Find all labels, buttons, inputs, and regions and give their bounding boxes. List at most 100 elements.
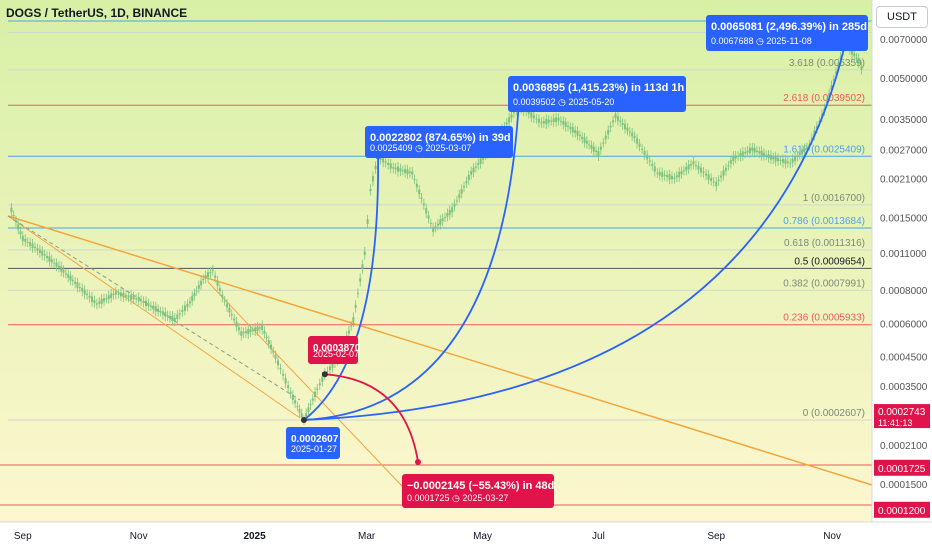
- candle: [760, 150, 763, 156]
- candle: [193, 293, 196, 297]
- candle: [397, 166, 400, 172]
- candle: [739, 153, 742, 157]
- candle: [666, 175, 669, 178]
- candle: [316, 388, 319, 390]
- candle: [254, 327, 257, 332]
- candle: [352, 317, 355, 323]
- candle: [314, 391, 317, 398]
- fib-level-label: 0.5 (0.0009654): [794, 256, 865, 267]
- annotation-main: 0.0036895 (1,415.23%) in 113d 1h: [513, 82, 685, 94]
- candle: [828, 93, 831, 97]
- candle: [356, 292, 359, 294]
- candle: [233, 318, 236, 321]
- candle: [265, 336, 268, 338]
- fib-level-label: 0.236 (0.0005933): [783, 313, 865, 324]
- candle: [408, 171, 411, 174]
- annotation-box: [308, 336, 358, 364]
- currency-button[interactable]: USDT: [876, 6, 928, 28]
- candle: [564, 122, 567, 127]
- candle: [540, 121, 543, 124]
- candle: [300, 413, 303, 418]
- price-badge: [874, 459, 930, 476]
- candle: [404, 169, 407, 173]
- candle: [590, 145, 593, 149]
- candle: [226, 303, 229, 308]
- candle: [363, 251, 366, 256]
- candle: [359, 278, 362, 282]
- candle: [17, 224, 20, 230]
- candle: [585, 140, 588, 144]
- candle: [712, 181, 715, 183]
- candle: [169, 315, 172, 318]
- candle: [331, 363, 334, 368]
- candle: [646, 154, 649, 160]
- candle: [147, 303, 150, 307]
- candle: [366, 219, 369, 224]
- candle: [204, 275, 207, 279]
- candle: [369, 188, 372, 191]
- candle: [769, 154, 772, 160]
- y-tick-label: 0.0002100: [880, 441, 928, 452]
- candle: [532, 115, 535, 119]
- current-price-label: 0.0002743: [878, 407, 926, 418]
- x-axis-area: [0, 522, 932, 550]
- candle: [145, 300, 148, 307]
- candle: [382, 157, 385, 163]
- candle: [643, 151, 646, 155]
- y-tick-label: 0.0001500: [880, 480, 928, 491]
- y-tick-label: 0.0021000: [880, 174, 928, 185]
- annotation-main: −0.0002145 (−55.43%) in 48d: [407, 480, 554, 492]
- candle: [379, 156, 382, 161]
- candle: [242, 332, 245, 334]
- candle: [137, 296, 140, 302]
- candle: [425, 208, 428, 214]
- candle: [815, 125, 818, 129]
- fib-level-label: 2.618 (0.0039502): [783, 93, 865, 104]
- arc-285d: [303, 42, 847, 421]
- candle: [142, 300, 145, 303]
- candle: [779, 160, 782, 162]
- candle: [758, 151, 761, 154]
- candle: [656, 172, 659, 174]
- candle: [748, 147, 751, 154]
- candle: [55, 262, 58, 267]
- candle: [406, 169, 409, 175]
- candle: [10, 207, 13, 213]
- candle: [413, 179, 416, 181]
- arc-drop: [324, 373, 419, 463]
- plot-background: [0, 0, 872, 522]
- candle: [530, 112, 533, 118]
- candle: [830, 85, 833, 90]
- candle: [535, 118, 538, 120]
- candle: [311, 398, 314, 401]
- candle: [282, 373, 285, 376]
- candle: [753, 147, 756, 153]
- candle: [786, 161, 789, 163]
- y-tick-label: 0.0008000: [880, 286, 928, 297]
- candle: [796, 155, 799, 157]
- candle: [119, 292, 122, 297]
- candle: [542, 121, 545, 124]
- candle: [567, 125, 570, 127]
- candle: [569, 127, 572, 130]
- fib-level-label: 0.618 (0.0011316): [784, 238, 865, 249]
- candle: [441, 218, 444, 222]
- candle: [60, 266, 63, 272]
- candle: [789, 162, 792, 164]
- candle: [284, 378, 287, 384]
- price-badge-label: 0.0001725: [878, 464, 926, 475]
- candle: [678, 171, 681, 178]
- candle: [451, 207, 454, 213]
- candle: [692, 161, 695, 165]
- candle: [132, 296, 135, 300]
- candle: [411, 171, 414, 175]
- candle: [223, 300, 226, 302]
- candle: [216, 280, 219, 286]
- price-badge: [874, 501, 930, 518]
- candle: [860, 66, 863, 70]
- candle: [732, 155, 735, 161]
- candle: [432, 227, 435, 232]
- candle: [117, 293, 120, 295]
- arc-113d: [303, 105, 520, 421]
